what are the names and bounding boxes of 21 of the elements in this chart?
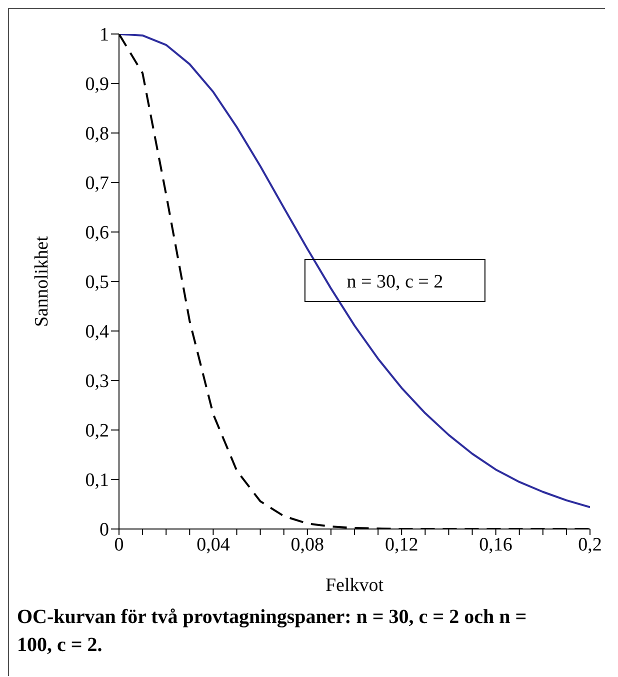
y-tick-label: 0,9 — [85, 74, 109, 96]
x-tick-label: 0,12 — [384, 534, 418, 556]
y-tick-label: 1 — [100, 24, 109, 46]
x-axis-title: Felkvot — [325, 575, 384, 596]
y-tick-label: 0,2 — [85, 420, 109, 442]
y-tick-label: 0,6 — [85, 222, 109, 244]
x-tick-label: 0,16 — [479, 534, 512, 556]
y-tick-label: 0,4 — [85, 322, 110, 343]
text: OC-kurvan för två provtagningspaner: n = 30, c = 2 och n = 100, c = 2. — [16, 605, 528, 658]
y-axis-title: Sannolikhet — [32, 235, 53, 327]
y-tick-label: 0,7 — [85, 173, 109, 194]
x-tick-label: 0,04 — [196, 534, 230, 556]
y-tick-label: 0,1 — [85, 470, 109, 492]
x-tick-label: 0 — [114, 534, 124, 556]
x-tick-label: 0,2 — [578, 534, 602, 556]
annotation: n = 30, c = 2 — [346, 272, 444, 292]
y-tick-label: 0 — [100, 520, 109, 541]
x-tick-label: 0,08 — [290, 534, 324, 556]
y-tick-label: 0,8 — [85, 124, 109, 145]
y-tick-label: 0,5 — [85, 272, 109, 294]
y-tick-label: 0,3 — [85, 371, 109, 392]
